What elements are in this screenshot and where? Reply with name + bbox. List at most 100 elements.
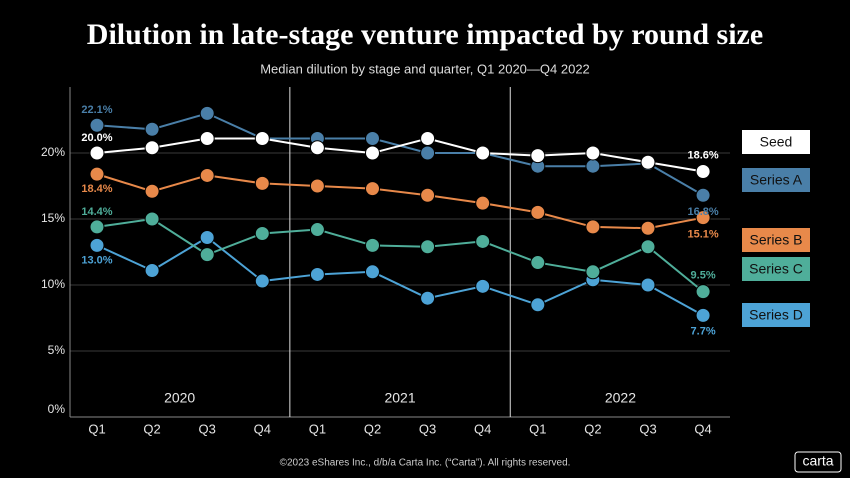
data-label: 16.8% [687,206,718,218]
logo-box [794,451,842,473]
footer: ©2023 eShares Inc., d/b/a Carta Inc. (“C… [280,458,571,469]
legend-label: Series B [750,232,803,248]
data-point [365,181,380,197]
data-point [420,290,436,306]
y-tick-label: 10% [41,277,65,291]
group-label: 2020 [164,390,195,406]
data-point [144,211,160,227]
data-point [199,130,215,146]
y-tick-label: 0% [48,402,66,416]
data-point [695,187,711,203]
series-line [96,217,704,293]
data-point [475,145,491,161]
x-tick-label: Q3 [199,421,216,436]
series-line [96,236,704,317]
data-point [585,145,601,161]
data-point [144,262,160,278]
data-point [254,226,270,242]
data-point [199,247,215,263]
series-line [96,173,704,230]
series-line [96,112,704,197]
data-point [254,273,270,289]
data-point [640,220,656,236]
data-label: 14.4% [81,206,112,218]
data-label: 22.1% [81,104,112,116]
data-label: 13.0% [81,254,112,266]
data-label: 15.1% [687,229,718,241]
data-point [309,266,325,282]
x-tick-label: Q1 [88,421,105,436]
data-point [199,167,215,183]
x-tick-label: Q4 [474,421,491,436]
data-point [254,130,270,146]
legend-label: Series C [749,261,803,277]
data-point [199,229,215,245]
legend-label: Series D [749,307,803,323]
data-point [530,297,546,313]
legend-swatch [742,168,810,192]
data-point [585,158,601,174]
data-point [144,121,160,137]
data-point [530,204,546,220]
logo: carta [802,453,833,469]
chart-subtitle: Median dilution by stage and quarter, Q1… [260,61,590,76]
data-point [695,163,711,179]
data-point [144,183,160,199]
data-point [640,154,656,170]
group-label: 2022 [605,390,636,406]
data-point [695,210,711,226]
data-point [309,222,325,238]
data-point [695,284,711,300]
data-point [530,255,546,271]
data-point [89,166,105,182]
x-tick-label: Q2 [364,421,381,436]
data-label: 7.7% [691,325,716,337]
data-point [585,219,601,235]
x-tick-label: Q1 [309,421,326,436]
group-label: 2021 [384,390,415,406]
x-tick-label: Q4 [694,421,711,436]
data-point [530,148,546,164]
data-label: 9.5% [691,270,716,282]
chart-title: Dilution in late-stage venture impacted … [87,18,763,51]
data-point [475,195,491,211]
data-point [309,140,325,156]
data-point [254,175,270,191]
data-point [309,178,325,194]
data-point [365,145,380,161]
data-point [640,239,656,255]
x-tick-label: Q4 [254,421,271,436]
legend-swatch [742,228,810,252]
y-tick-label: 5% [48,343,66,357]
legend-swatch [742,130,810,154]
data-point [89,219,105,235]
x-tick-label: Q1 [529,421,546,436]
data-point [89,117,105,133]
data-point [585,264,601,280]
data-point [89,145,105,161]
data-point [475,278,491,294]
y-tick-label: 20% [41,145,65,159]
legend-swatch [742,303,810,327]
data-point [365,130,380,146]
data-label: 18.6% [687,149,718,161]
data-label: 20.0% [81,132,112,144]
x-tick-label: Q2 [584,421,601,436]
x-tick-label: Q2 [143,421,160,436]
legend-swatch [742,257,810,281]
series-line [96,137,704,173]
x-tick-label: Q3 [419,421,436,436]
data-point [365,264,380,280]
data-point [365,237,380,253]
data-point [144,140,160,156]
data-label: 18.4% [81,183,112,195]
data-point [89,237,105,253]
x-tick-label: Q3 [639,421,656,436]
data-point [420,145,436,161]
data-point [475,233,491,249]
data-point [199,105,215,121]
data-point [640,277,656,293]
data-point [420,239,436,255]
data-point [695,307,711,323]
